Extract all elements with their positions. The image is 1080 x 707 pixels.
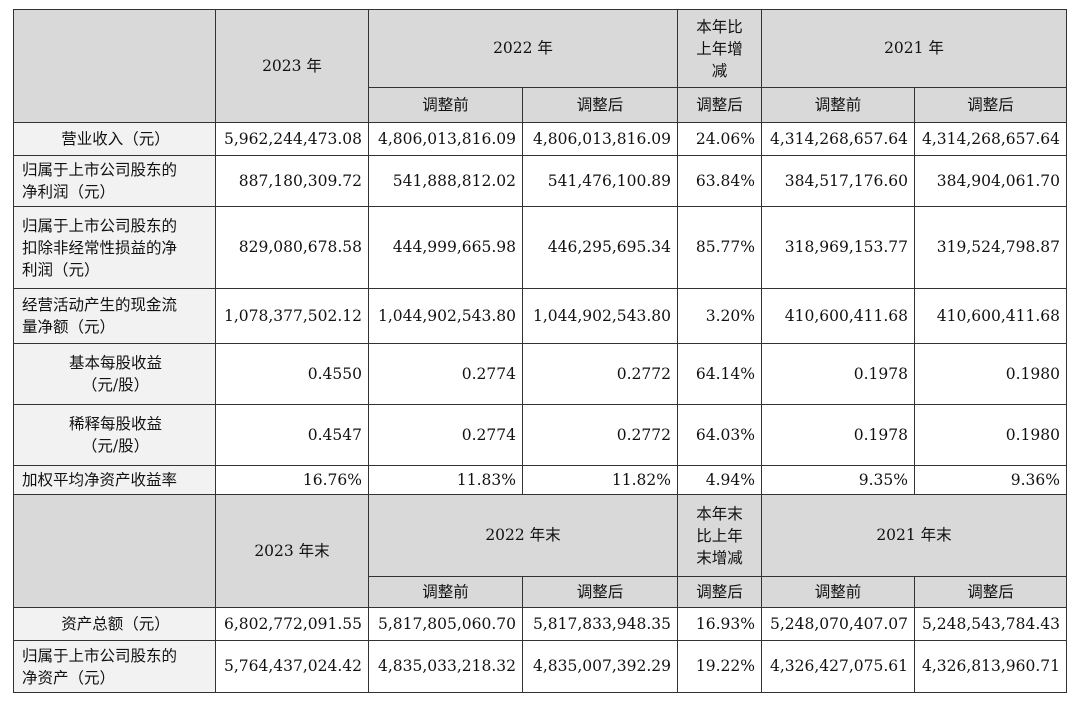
value-cell: 9.35%: [761, 465, 915, 495]
value-cell: 16.93%: [677, 607, 762, 641]
value-cell: 444,999,665.98: [368, 206, 523, 289]
corner-cell-2: [13, 494, 216, 608]
value-cell: 410,600,411.68: [761, 288, 915, 344]
table-row: 归属于上市公司股东的 净资产（元） 5,764,437,024.42 4,835,…: [13, 640, 1067, 693]
value-cell: 541,888,812.02: [368, 155, 523, 207]
value-cell: 4,326,427,075.61: [761, 640, 915, 693]
header-2022: 2022 年: [368, 9, 678, 88]
value-cell: 5,817,833,948.35: [522, 607, 678, 641]
table-row: 基本每股收益 （元/股） 0.4550 0.2774 0.2772 64.14% …: [13, 343, 1067, 405]
value-cell: 887,180,309.72: [215, 155, 369, 207]
header-2022-after: 调整后: [522, 87, 678, 123]
row-label: 归属于上市公司股东的 净利润（元）: [13, 155, 216, 207]
header-yoy-change-end: 本年末 比上年 末增减: [677, 494, 762, 577]
value-cell: 24.06%: [677, 122, 762, 156]
header-2021-before: 调整前: [761, 87, 915, 123]
header-2022-before: 调整前: [368, 576, 523, 608]
value-cell: 0.1980: [914, 404, 1067, 466]
header-yoy-change: 本年比 上年增 减: [677, 9, 762, 88]
row-label: 基本每股收益 （元/股）: [13, 343, 216, 405]
value-cell: 4.94%: [677, 465, 762, 495]
value-cell: 446,295,695.34: [522, 206, 678, 289]
value-cell: 0.2774: [368, 404, 523, 466]
value-cell: 3.20%: [677, 288, 762, 344]
table-row: 稀释每股收益 （元/股） 0.4547 0.2774 0.2772 64.03% …: [13, 404, 1067, 466]
value-cell: 0.2772: [522, 343, 678, 405]
table-row: 加权平均净资产收益率 16.76% 11.83% 11.82% 4.94% 9.…: [13, 465, 1067, 495]
header-row-year-end: 2023 年末 2022 年末 本年末 比上年 末增减 2021 年末: [13, 494, 1067, 608]
value-cell: 4,326,813,960.71: [914, 640, 1067, 693]
table-row: 经营活动产生的现金流 量净额（元） 1,078,377,502.12 1,044,…: [13, 288, 1067, 344]
key-financial-data-table: 2023 年 2022 年 本年比 上年增 减 2021 年 调整前 调整后 调…: [13, 9, 1067, 693]
corner-cell: [13, 9, 216, 123]
value-cell: 4,835,007,392.29: [522, 640, 678, 693]
row-label: 稀释每股收益 （元/股）: [13, 404, 216, 466]
value-cell: 384,904,061.70: [914, 155, 1067, 207]
value-cell: 9.36%: [914, 465, 1067, 495]
value-cell: 85.77%: [677, 206, 762, 289]
header-2022-end: 2022 年末: [368, 494, 678, 577]
value-cell: 5,962,244,473.08: [215, 122, 369, 156]
header-2021-after: 调整后: [914, 87, 1067, 123]
header-2021-after: 调整后: [914, 576, 1067, 608]
header-2023: 2023 年: [215, 9, 369, 123]
value-cell: 4,806,013,816.09: [368, 122, 523, 156]
value-cell: 5,817,805,060.70: [368, 607, 523, 641]
header-2021: 2021 年: [761, 9, 1067, 88]
row-label: 加权平均净资产收益率: [13, 465, 216, 495]
row-label: 资产总额（元）: [13, 607, 216, 641]
value-cell: 319,524,798.87: [914, 206, 1067, 289]
value-cell: 64.14%: [677, 343, 762, 405]
value-cell: 4,314,268,657.64: [761, 122, 915, 156]
value-cell: 11.83%: [368, 465, 523, 495]
value-cell: 4,314,268,657.64: [914, 122, 1067, 156]
value-cell: 5,764,437,024.42: [215, 640, 369, 693]
value-cell: 0.2772: [522, 404, 678, 466]
header-2021-end: 2021 年末: [761, 494, 1067, 577]
value-cell: 19.22%: [677, 640, 762, 693]
header-2023-end: 2023 年末: [215, 494, 369, 608]
value-cell: 384,517,176.60: [761, 155, 915, 207]
value-cell: 16.76%: [215, 465, 369, 495]
value-cell: 0.1978: [761, 404, 915, 466]
table-row: 归属于上市公司股东的 净利润（元） 887,180,309.72 541,888,…: [13, 155, 1067, 207]
value-cell: 0.2774: [368, 343, 523, 405]
value-cell: 4,835,033,218.32: [368, 640, 523, 693]
header-row-adjustments-2: 调整前 调整后 调整后 调整前 调整后: [14, 576, 1067, 608]
value-cell: 0.4547: [215, 404, 369, 466]
value-cell: 0.1980: [914, 343, 1067, 405]
value-cell: 318,969,153.77: [761, 206, 915, 289]
value-cell: 64.03%: [677, 404, 762, 466]
value-cell: 0.4550: [215, 343, 369, 405]
value-cell: 541,476,100.89: [522, 155, 678, 207]
header-row-years: 2023 年 2022 年 本年比 上年增 减 2021 年: [13, 9, 1067, 123]
header-change-after: 调整后: [677, 87, 762, 123]
value-cell: 829,080,678.58: [215, 206, 369, 289]
value-cell: 1,044,902,543.80: [522, 288, 678, 344]
row-label: 营业收入（元）: [13, 122, 216, 156]
table-row: 归属于上市公司股东的 扣除非经常性损益的净 利润（元） 829,080,678.58…: [13, 206, 1067, 289]
value-cell: 410,600,411.68: [914, 288, 1067, 344]
row-label: 经营活动产生的现金流 量净额（元）: [13, 288, 216, 344]
value-cell: 4,806,013,816.09: [522, 122, 678, 156]
value-cell: 63.84%: [677, 155, 762, 207]
table-row: 营业收入（元） 5,962,244,473.08 4,806,013,816.0…: [13, 122, 1067, 156]
value-cell: 0.1978: [761, 343, 915, 405]
value-cell: 5,248,543,784.43: [914, 607, 1067, 641]
header-change-after: 调整后: [677, 576, 762, 608]
financial-table-container: 2023 年 2022 年 本年比 上年增 减 2021 年 调整前 调整后 调…: [13, 9, 1067, 693]
header-row-adjustments: 调整前 调整后 调整后 调整前 调整后: [14, 87, 1067, 123]
header-2021-before: 调整前: [761, 576, 915, 608]
value-cell: 11.82%: [522, 465, 678, 495]
header-2022-after: 调整后: [522, 576, 678, 608]
value-cell: 6,802,772,091.55: [215, 607, 369, 641]
value-cell: 1,078,377,502.12: [215, 288, 369, 344]
header-2022-before: 调整前: [368, 87, 523, 123]
row-label: 归属于上市公司股东的 净资产（元）: [13, 640, 216, 693]
value-cell: 1,044,902,543.80: [368, 288, 523, 344]
row-label: 归属于上市公司股东的 扣除非经常性损益的净 利润（元）: [13, 206, 216, 289]
value-cell: 5,248,070,407.07: [761, 607, 915, 641]
table-row: 资产总额（元） 6,802,772,091.55 5,817,805,060.7…: [13, 607, 1067, 641]
